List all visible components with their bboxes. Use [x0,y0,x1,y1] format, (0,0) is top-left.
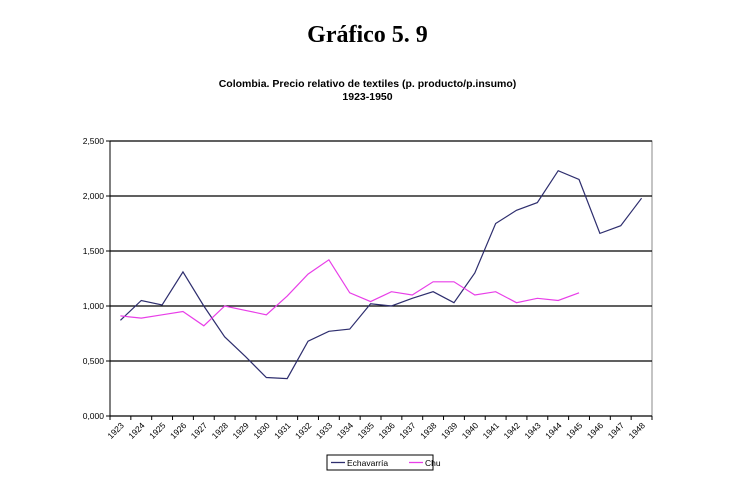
x-tick-label: 1925 [147,420,168,441]
x-tick-label: 1948 [627,420,648,441]
x-tick-label: 1936 [376,420,397,441]
x-tick-label: 1933 [314,420,335,441]
y-tick-label: 2,000 [83,191,105,201]
x-tick-label: 1938 [418,420,439,441]
x-tick-label: 1944 [543,420,564,441]
y-tick-label: 0,500 [83,356,105,366]
x-tick-label: 1945 [564,420,585,441]
legend-label: Chu [425,458,441,468]
x-tick-label: 1931 [272,420,293,441]
x-tick-label: 1927 [189,420,210,441]
x-tick-label: 1947 [606,420,627,441]
x-tick-label: 1941 [481,420,502,441]
x-tick-label: 1929 [230,420,251,441]
y-tick-label: 1,000 [83,301,105,311]
x-tick-label: 1930 [251,420,272,441]
y-tick-label: 2,500 [83,136,105,146]
x-tick-label: 1939 [439,420,460,441]
x-tick-label: 1928 [210,420,231,441]
x-tick-label: 1942 [501,420,522,441]
legend [326,454,434,471]
chart-subtitle: 1923-1950 [342,91,393,103]
series-line-chu [120,258,580,327]
x-tick-label: 1943 [522,420,543,441]
x-tick-label: 1923 [105,420,126,441]
x-tick-label: 1926 [168,420,189,441]
x-tick-label: 1946 [585,420,606,441]
x-tick-label: 1924 [126,420,147,441]
x-tick-label: 1937 [397,420,418,441]
legend-label: Echavarría [347,458,388,468]
x-tick-label: 1935 [356,420,377,441]
x-tick-label: 1934 [335,420,356,441]
plot-area [109,140,653,417]
y-tick-label: 0,000 [83,411,105,421]
y-tick-label: 1,500 [83,246,105,256]
x-tick-label: 1932 [293,420,314,441]
figure-heading: Gráfico 5. 9 [307,22,428,48]
x-tick-label: 1940 [460,420,481,441]
series-line-echavarra [120,169,643,380]
chart-title: Colombia. Precio relativo de textiles (p… [218,78,517,90]
